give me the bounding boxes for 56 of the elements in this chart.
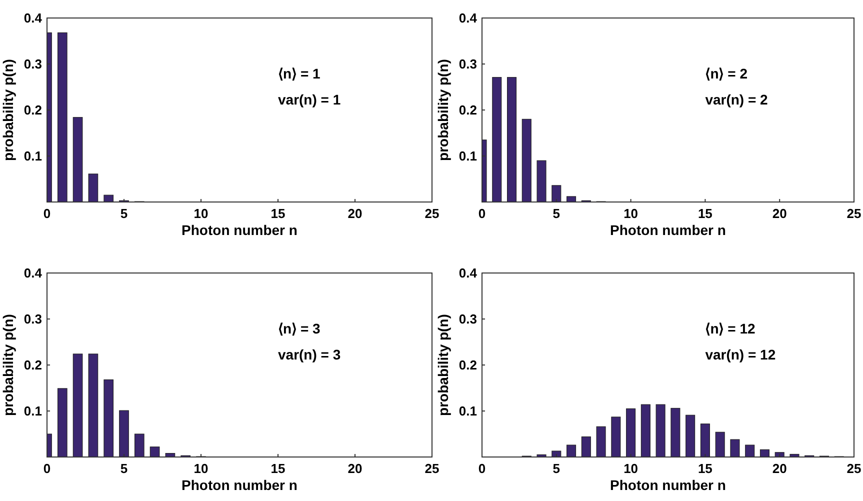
y-tick-label: 0.1 (458, 148, 477, 164)
annotation: var(n) = 2 (705, 92, 768, 108)
annotation: var(n) = 1 (278, 92, 341, 108)
x-tick-label: 15 (270, 206, 286, 221)
y-tick-label: 0.3 (458, 312, 477, 326)
x-tick-label: 25 (424, 461, 440, 476)
y-axis-title: probability p(n) (0, 314, 16, 416)
x-tick-label: 0 (43, 206, 51, 221)
x-tick-label: 0 (478, 461, 486, 476)
x-axis-title: Photon number n (182, 222, 298, 238)
y-tick-label: 0.1 (458, 404, 477, 418)
annotation: ⟨n⟩ = 12 (705, 320, 756, 337)
y-tick-label: 0.4 (458, 266, 478, 280)
x-tick-label: 25 (846, 206, 862, 221)
y-tick-label: 0.2 (24, 102, 42, 118)
y-tick-label: 0.2 (458, 102, 477, 118)
x-tick-label: 25 (846, 461, 862, 476)
y-tick-label: 0.1 (24, 404, 42, 418)
annotation: var(n) = 12 (705, 346, 776, 363)
y-axis-title: probability p(n) (435, 59, 451, 161)
x-tick-label: 15 (698, 206, 712, 221)
x-tick-label: 10 (624, 206, 638, 221)
y-tick-label: 0.4 (24, 10, 43, 26)
annotation: ⟨n⟩ = 1 (278, 66, 321, 82)
x-tick-label: 25 (424, 206, 440, 221)
y-tick-label: 0.2 (24, 358, 42, 372)
x-tick-label: 10 (624, 461, 638, 476)
x-tick-label: 15 (270, 461, 286, 476)
y-tick-label: 0.2 (458, 358, 477, 372)
y-tick-label: 0.4 (24, 266, 43, 280)
y-tick-label: 0.3 (458, 56, 477, 72)
x-tick-label: 5 (120, 461, 128, 476)
x-tick-label: 5 (552, 206, 560, 221)
x-axis-title: Photon number n (182, 477, 298, 493)
x-tick-label: 0 (43, 461, 51, 476)
y-axis-title: probability p(n) (435, 314, 451, 416)
annotation: var(n) = 3 (278, 346, 341, 363)
y-tick-label: 0.3 (24, 312, 42, 326)
x-axis-title: Photon number n (610, 477, 726, 493)
y-tick-label: 0.1 (24, 148, 42, 164)
x-tick-label: 20 (772, 461, 787, 476)
annotation: ⟨n⟩ = 3 (278, 320, 321, 337)
y-tick-label: 0.3 (24, 56, 42, 72)
x-tick-label: 5 (552, 461, 560, 476)
x-tick-label: 20 (772, 206, 787, 221)
y-axis-title: probability p(n) (0, 59, 16, 161)
x-tick-label: 20 (348, 461, 362, 476)
x-tick-label: 10 (194, 461, 208, 476)
x-tick-label: 10 (194, 206, 208, 221)
x-tick-label: 0 (478, 206, 486, 221)
x-tick-label: 20 (348, 206, 362, 221)
x-tick-label: 5 (120, 206, 128, 221)
x-tick-label: 15 (698, 461, 712, 476)
y-tick-label: 0.4 (458, 10, 478, 26)
x-axis-title: Photon number n (610, 222, 726, 238)
annotation: ⟨n⟩ = 2 (705, 66, 748, 82)
